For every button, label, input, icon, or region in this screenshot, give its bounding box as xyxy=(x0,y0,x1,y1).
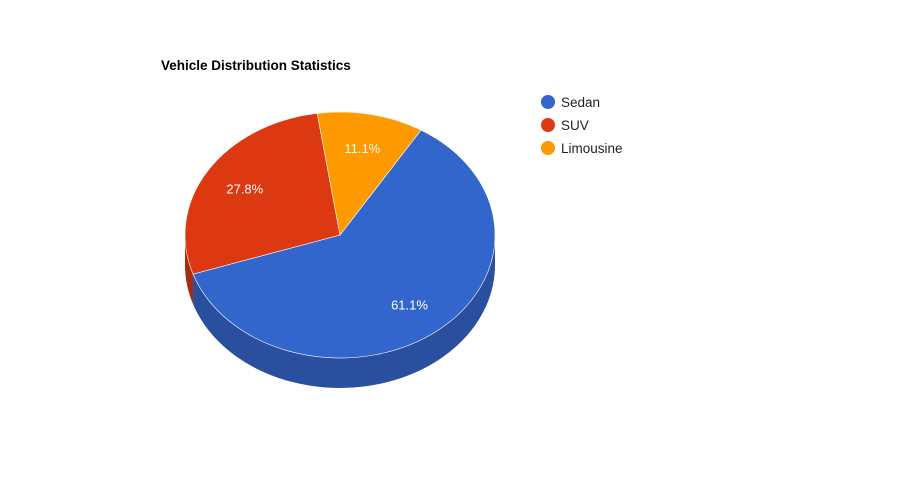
chart-title: Vehicle Distribution Statistics xyxy=(161,58,351,73)
legend-swatch-limousine xyxy=(541,141,555,155)
legend-label-sedan: Sedan xyxy=(561,95,600,110)
legend-label-limousine: Limousine xyxy=(561,141,623,156)
slice-label-suv: 27.8% xyxy=(226,182,263,197)
pie-labels-group: 61.1% 27.8% 11.1% xyxy=(226,141,428,312)
legend-swatch-sedan xyxy=(541,95,555,109)
legend-item-limousine[interactable]: Limousine xyxy=(541,141,623,156)
legend-swatch-suv xyxy=(541,118,555,132)
legend-item-sedan[interactable]: Sedan xyxy=(541,95,600,110)
slice-label-sedan: 61.1% xyxy=(391,297,428,312)
slice-side-sedan xyxy=(193,235,496,389)
slice-side-suv xyxy=(185,235,194,305)
pie-slices-group xyxy=(184,111,496,359)
pie-slice-limousine[interactable] xyxy=(316,111,422,236)
slice-label-limousine: 11.1% xyxy=(344,141,380,156)
legend-item-suv[interactable]: SUV xyxy=(541,118,589,133)
legend-label-suv: SUV xyxy=(561,118,589,133)
legend: Sedan SUV Limousine xyxy=(541,95,623,156)
pie-slice-suv[interactable] xyxy=(184,113,341,275)
pie-depth-group xyxy=(185,235,496,389)
pie-slice-sedan[interactable] xyxy=(192,129,496,359)
